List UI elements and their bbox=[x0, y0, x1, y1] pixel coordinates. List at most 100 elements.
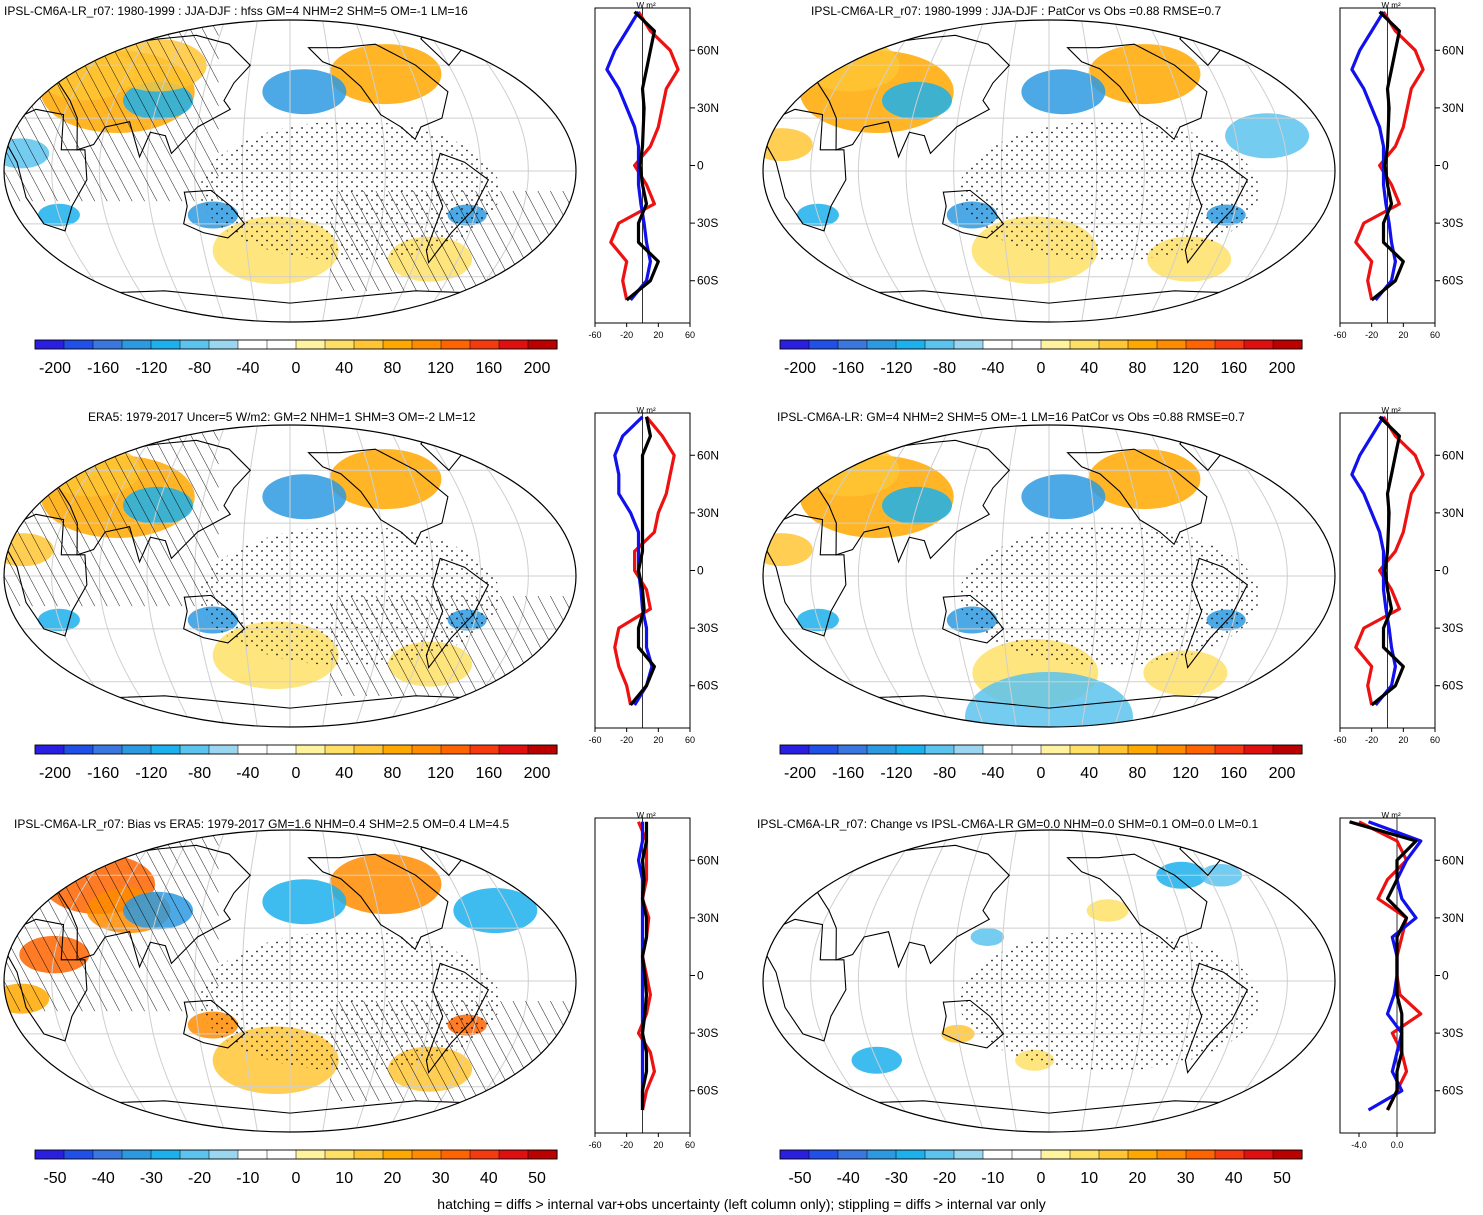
profile-x-label: 60 bbox=[685, 1140, 695, 1150]
colorbar-swatch bbox=[895, 744, 926, 755]
colorbar-swatch bbox=[295, 744, 326, 755]
profile-lat-label: 0 bbox=[1442, 969, 1449, 983]
profile-lat-label: 30S bbox=[1442, 216, 1463, 230]
colorbar-swatch bbox=[779, 1149, 810, 1160]
profile-x-label: -60 bbox=[588, 1140, 601, 1150]
colorbar-label: 20 bbox=[384, 1170, 402, 1187]
coastline bbox=[1184, 152, 1249, 264]
colorbar-label: 160 bbox=[475, 765, 502, 782]
colorbar-swatch bbox=[1156, 339, 1187, 350]
profile-lat-label: 60N bbox=[697, 43, 719, 57]
colorbar-swatch bbox=[953, 339, 984, 350]
colorbar-frame bbox=[34, 339, 558, 350]
graticule-line bbox=[953, 830, 988, 1132]
profile-x-label: -60 bbox=[1333, 735, 1346, 745]
colorbar-label: -160 bbox=[87, 765, 119, 782]
graticule-line bbox=[857, 425, 925, 727]
colorbar-swatch bbox=[498, 339, 529, 350]
colorbar-swatch bbox=[92, 1149, 123, 1160]
colorbar-swatch bbox=[179, 339, 210, 350]
colorbar-label: 50 bbox=[528, 1170, 546, 1187]
map-border bbox=[762, 829, 1336, 1133]
profile-lat-label: 60S bbox=[1442, 1084, 1463, 1098]
panel-title: IPSL-CM6A-LR_r07: 1980-1999 : JJA-DJF : … bbox=[811, 4, 1222, 18]
colorbar-label: -50 bbox=[43, 1170, 66, 1187]
profile-x-label: 20 bbox=[653, 330, 663, 340]
profile-x-label: 60 bbox=[1430, 330, 1440, 340]
graticule-line bbox=[810, 20, 894, 322]
colorbar-label: 40 bbox=[1080, 765, 1098, 782]
colorbar-swatch bbox=[1098, 339, 1129, 350]
coastline bbox=[1066, 448, 1208, 546]
colorbar-swatch bbox=[1185, 339, 1216, 350]
colorbar-label: 10 bbox=[1080, 1170, 1098, 1187]
profile-lat-label: 30N bbox=[697, 911, 719, 925]
profile-lat-label: 30N bbox=[1442, 911, 1464, 925]
colorbar-swatch bbox=[808, 339, 839, 350]
colorbar-swatch bbox=[1011, 744, 1042, 755]
graticule-line bbox=[905, 20, 956, 322]
profile-lat-label: 60S bbox=[697, 1084, 718, 1098]
colorbar-label: 30 bbox=[432, 1170, 450, 1187]
colorbar-swatch bbox=[469, 339, 500, 350]
coastline bbox=[307, 853, 449, 951]
colorbar-swatch bbox=[866, 339, 897, 350]
field-blob bbox=[329, 449, 442, 510]
colorbar-swatch bbox=[382, 339, 413, 350]
colorbar-swatch bbox=[63, 744, 94, 755]
colorbar-label: -200 bbox=[784, 765, 816, 782]
profile-lat-label: 30N bbox=[1442, 506, 1464, 520]
map-field bbox=[4, 425, 576, 727]
profile-unit: W m² bbox=[1382, 1, 1401, 10]
zonal-mean-profile: W m² 60N 30N 0 30S 60S -60 -20 20 60 bbox=[588, 811, 719, 1150]
profile-x-label: 0.0 bbox=[1391, 1140, 1404, 1150]
colorbar-swatch bbox=[837, 1149, 868, 1160]
field-blob bbox=[1088, 449, 1201, 510]
colorbar-label: 40 bbox=[1225, 1170, 1243, 1187]
colorbar-label: -120 bbox=[135, 765, 167, 782]
colorbar-label: 40 bbox=[480, 1170, 498, 1187]
colorbar-swatch bbox=[982, 1149, 1013, 1160]
colorbar-swatch bbox=[208, 339, 239, 350]
profile-unit: W m² bbox=[1382, 406, 1401, 415]
colorbar-label: -200 bbox=[784, 360, 816, 377]
colorbar-swatch bbox=[1127, 1149, 1158, 1160]
profile-blue-line bbox=[613, 415, 654, 706]
profile-lat-label: 0 bbox=[1442, 159, 1449, 173]
coastline bbox=[307, 448, 449, 546]
colorbar-swatch bbox=[953, 744, 984, 755]
colorbar-frame bbox=[779, 1149, 1303, 1160]
map-border bbox=[762, 424, 1336, 728]
colorbar-swatch bbox=[866, 1149, 897, 1160]
colorbar-swatch bbox=[527, 339, 558, 350]
profile-red-line bbox=[1358, 820, 1423, 1111]
colorbar-swatch bbox=[1214, 339, 1245, 350]
colorbar-swatch bbox=[1127, 744, 1158, 755]
colorbar-swatch bbox=[982, 744, 1013, 755]
colorbar-swatch bbox=[353, 1149, 384, 1160]
field-blob bbox=[453, 888, 538, 934]
colorbar-label: 0 bbox=[1037, 765, 1046, 782]
coastline bbox=[1066, 43, 1208, 141]
panel-title: ERA5: 1979-2017 Uncer=5 W/m2: GM=2 NHM=1… bbox=[88, 410, 476, 424]
profile-lat-label: 60N bbox=[1442, 853, 1464, 867]
colorbar-label: 200 bbox=[524, 360, 551, 377]
field-blob bbox=[1021, 69, 1106, 115]
profile-x-label: -20 bbox=[1365, 330, 1378, 340]
colorbar-swatch bbox=[924, 339, 955, 350]
colorbar-label: 40 bbox=[1080, 360, 1098, 377]
graticule-line bbox=[1204, 425, 1288, 727]
profile-lat-label: 30N bbox=[1442, 101, 1464, 115]
colorbar-swatch bbox=[1011, 339, 1042, 350]
profile-x-label: 60 bbox=[1430, 735, 1440, 745]
colorbar-swatch bbox=[924, 744, 955, 755]
colorbar-label: 0 bbox=[292, 765, 301, 782]
panel-patcor: IPSL-CM6A-LR_r07: 1980-1999 : JJA-DJF : … bbox=[745, 0, 1465, 385]
panel-model-mean: IPSL-CM6A-LR: GM=4 NHM=2 SHM=5 OM=-1 LM=… bbox=[745, 405, 1465, 790]
profile-x-label: -20 bbox=[620, 330, 633, 340]
hatching bbox=[4, 20, 219, 202]
graticule-line bbox=[953, 20, 988, 322]
graticule-line bbox=[1204, 20, 1288, 322]
map-svg: -50 -40 -30 -20 -10 0 10 20 30 40 50 W m² 60N 30N 0 30S… bbox=[3, 811, 719, 1187]
colorbar-swatch bbox=[1243, 1149, 1274, 1160]
